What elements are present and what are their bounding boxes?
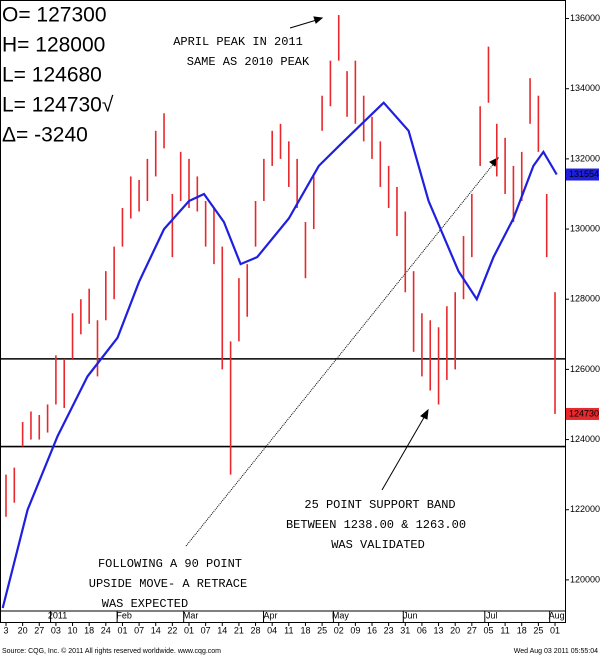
legend-line: H= 128000	[2, 34, 105, 57]
x-tick-label: 18	[517, 625, 527, 635]
y-tick-label: 124000	[570, 434, 600, 444]
y-tick-label: 120000	[570, 574, 600, 584]
x-tick-label: 11	[284, 625, 293, 635]
legend-line: L= 124680	[2, 64, 102, 87]
month-label: 2011	[48, 610, 67, 620]
x-tick-label: 13	[434, 625, 444, 635]
x-tick-label: 07	[201, 625, 211, 635]
annotation: WAS VALIDATED	[331, 538, 425, 552]
x-tick-label: 22	[167, 625, 177, 635]
arrow	[381, 413, 427, 491]
x-tick-label: 21	[234, 625, 244, 635]
price-flag	[566, 168, 599, 181]
x-tick-label: 16	[367, 625, 377, 635]
month-label: Apr	[264, 610, 278, 620]
footer-right: Wed Aug 03 2011 05:55:04	[514, 648, 598, 655]
annotation: UPSIDE MOVE- A RETRACE	[89, 577, 247, 591]
legend-line: O= 127300	[2, 4, 107, 27]
month-label: May	[332, 610, 350, 620]
x-tick-label: 04	[267, 625, 277, 635]
y-tick-label: 128000	[570, 294, 600, 304]
y-tick-label: 130000	[570, 223, 600, 233]
month-label: Feb	[116, 610, 132, 620]
month-label: Aug	[549, 610, 565, 620]
annotation: SAME AS 2010 PEAK	[187, 55, 310, 69]
y-tick-label: 134000	[570, 83, 600, 93]
x-tick-label: 07	[134, 625, 144, 635]
legend-line: Δ= -3240	[2, 124, 88, 147]
x-tick-label: 01	[117, 625, 127, 635]
x-tick-label: 18	[84, 625, 94, 635]
legend-line: L= 124730√	[2, 94, 114, 117]
y-tick-label: 136000	[570, 13, 600, 23]
x-tick-label: 01	[184, 625, 194, 635]
annotation: 25 POINT SUPPORT BAND	[304, 498, 455, 512]
x-tick-label: 03	[51, 625, 61, 635]
price-flag	[566, 407, 599, 420]
x-tick-label: 11	[500, 625, 509, 635]
arrow	[185, 161, 496, 547]
x-tick-label: 05	[483, 625, 493, 635]
x-tick-label: 31	[400, 625, 410, 635]
x-tick-label: 25	[317, 625, 327, 635]
y-tick-label: 132000	[570, 153, 600, 163]
x-tick-label: 24	[101, 625, 111, 635]
arrow-head	[313, 16, 324, 24]
x-tick-label: 3	[3, 625, 8, 635]
arrow-head	[420, 408, 429, 420]
x-tick-label: 20	[450, 625, 460, 635]
price-flag-label: 124730	[569, 408, 599, 418]
x-tick-label: 20	[18, 625, 28, 635]
x-tick-label: 06	[417, 625, 427, 635]
x-tick-label: 14	[151, 625, 161, 635]
x-tick-label: 14	[217, 625, 227, 635]
x-tick-label: 10	[68, 625, 78, 635]
x-tick-label: 28	[251, 625, 261, 635]
x-tick-label: 09	[350, 625, 360, 635]
footer-left: Source: CQG, Inc. © 2011 All rights rese…	[2, 647, 221, 655]
month-label: Jul	[486, 610, 498, 620]
x-tick-label: 27	[34, 625, 44, 635]
month-label: Mar	[183, 610, 199, 620]
moving-average	[1, 101, 558, 609]
x-tick-label: 01	[550, 625, 560, 635]
annotation: FOLLOWING A 90 POINT	[98, 557, 242, 571]
annotation: APRIL PEAK IN 2011	[173, 35, 303, 49]
annotation: BETWEEN 1238.00 & 1263.00	[286, 518, 466, 532]
annotation: WAS EXPECTED	[102, 597, 188, 611]
price-flag-label: 131554	[569, 169, 599, 179]
x-tick-label: 18	[300, 625, 310, 635]
x-tick-label: 27	[467, 625, 477, 635]
arrows	[185, 16, 499, 547]
x-tick-label: 23	[384, 625, 394, 635]
month-label: Jun	[403, 610, 418, 620]
y-tick-label: 122000	[570, 504, 600, 514]
x-tick-label: 02	[334, 625, 344, 635]
x-tick-label: 25	[533, 625, 543, 635]
plot-frame	[0, 0, 566, 623]
y-tick-label: 126000	[570, 364, 600, 374]
